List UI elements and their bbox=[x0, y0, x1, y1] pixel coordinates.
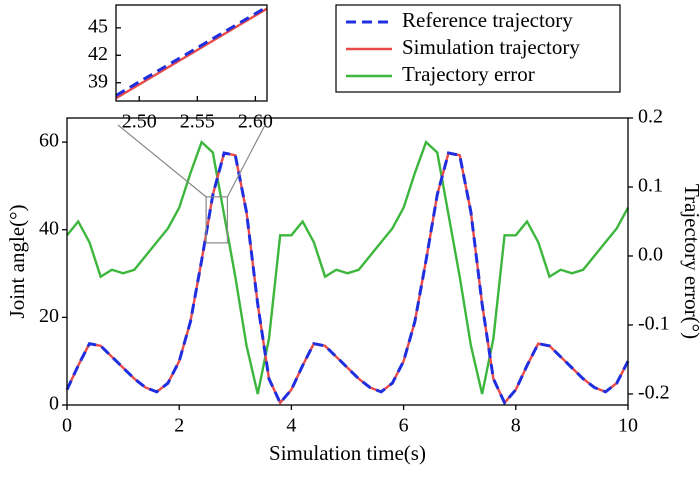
y-tick-label: 42 bbox=[88, 43, 108, 65]
y-tick-label: 20 bbox=[39, 305, 59, 327]
y-tick-label: 0 bbox=[49, 393, 59, 415]
x-tick-label: 2.50 bbox=[122, 111, 157, 133]
legend-label: Reference trajectory bbox=[402, 8, 573, 32]
legend: Reference trajectory Simulation trajector… bbox=[335, 4, 621, 93]
data-line bbox=[115, 7, 268, 100]
y-tick-label: 60 bbox=[39, 130, 59, 152]
y2-tick-label: 0.1 bbox=[638, 175, 663, 197]
zoom-box bbox=[205, 196, 229, 244]
zoom-connector bbox=[117, 124, 207, 198]
x-tick-label: 0 bbox=[62, 415, 72, 437]
zoom-connector bbox=[226, 124, 266, 198]
plot-background bbox=[67, 118, 628, 405]
y2-tick-label: 0.2 bbox=[638, 106, 663, 128]
x-tick-label: 10 bbox=[618, 415, 638, 437]
plot-frame bbox=[115, 4, 268, 102]
y-axis-label: Joint angle(°) bbox=[5, 205, 29, 319]
x-tick-label: 6 bbox=[399, 415, 409, 437]
legend-label: Simulation trajectory bbox=[402, 35, 580, 59]
data-line bbox=[65, 151, 630, 406]
y-tick-label: 45 bbox=[88, 15, 108, 37]
legend-label: Trajectory error bbox=[402, 62, 535, 86]
y-tick-label: 40 bbox=[39, 217, 59, 239]
x-tick-label: 2.60 bbox=[238, 111, 273, 133]
y2-tick-label: -0.2 bbox=[638, 382, 670, 404]
x-tick-label: 4 bbox=[286, 415, 296, 437]
y2-axis-label: Trajectory error(°) bbox=[680, 184, 700, 339]
data-line bbox=[66, 140, 630, 395]
y2-tick-label: -0.1 bbox=[638, 313, 670, 335]
x-tick-label: 2.55 bbox=[180, 111, 215, 133]
plot-frame bbox=[66, 117, 629, 406]
x-axis-label: Simulation time(s) bbox=[269, 441, 426, 465]
y-tick-label: 39 bbox=[88, 70, 108, 92]
data-line bbox=[115, 5, 268, 97]
x-tick-label: 2 bbox=[174, 415, 184, 437]
y2-tick-label: 0.0 bbox=[638, 244, 663, 266]
x-tick-label: 8 bbox=[511, 415, 521, 437]
